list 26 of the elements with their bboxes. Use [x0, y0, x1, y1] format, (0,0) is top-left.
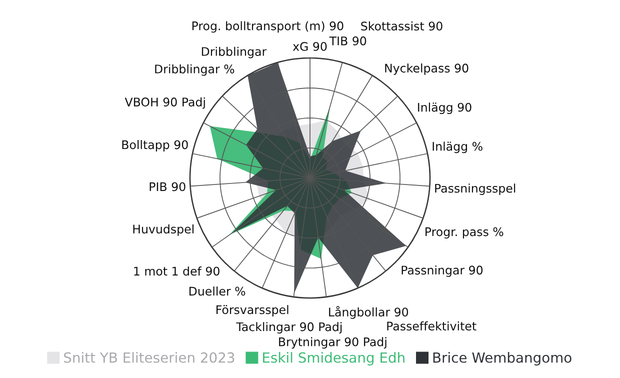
spoke-label: xG 90	[292, 42, 327, 51]
spoke-label: Inlägg %	[432, 142, 482, 154]
spoke-label: Passningar 90	[402, 265, 483, 277]
spoke-label: TIB 90	[329, 36, 366, 46]
legend-label: Eskil Smidesang Edh	[263, 352, 404, 366]
spoke-label: VBOH 90 Padj	[124, 97, 205, 109]
spoke-label: Nyckelpass 90	[385, 63, 468, 75]
spoke-label: Huvudspel	[133, 224, 194, 236]
spoke-label: Skottassist 90	[361, 21, 442, 31]
spoke-label: Prog. bolltransport (m) 90	[192, 21, 344, 33]
spoke-label: Passeffektivitet	[387, 321, 476, 331]
spoke-label: Passningsspel	[435, 184, 516, 196]
spoke-label: Progr. pass %	[426, 227, 504, 238]
spoke-label: Brytningar 90 Padj	[279, 337, 386, 349]
spoke-label: Försvarsspel	[216, 305, 288, 316]
legend-label: Snitt YB Eliteserien 2023	[64, 352, 234, 363]
spoke-label: PIB 90	[150, 182, 186, 192]
spoke-label: Tacklingar 90 Padj	[236, 322, 342, 334]
spoke-label: Dribblingar %	[155, 64, 234, 76]
legend-label: Brice Wembangomo	[433, 352, 572, 366]
spoke-label: 1 mot 1 def 90	[134, 266, 220, 276]
spoke-label: Långbollar 90	[329, 306, 408, 319]
spoke-label: Dueller %	[189, 286, 246, 296]
spoke-label: Inlägg 90	[418, 102, 472, 114]
spoke-label: Dribblingar	[202, 46, 267, 58]
spoke-label: Bolltapp 90	[122, 140, 188, 152]
